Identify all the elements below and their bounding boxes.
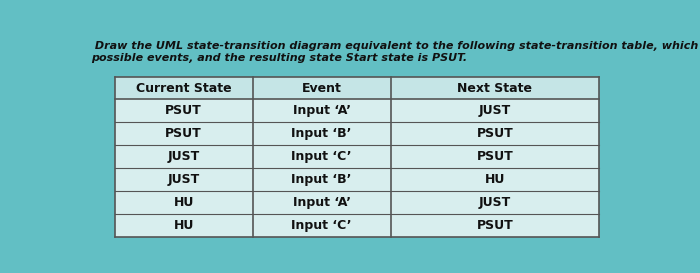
Text: PSUT: PSUT [477,127,513,140]
Text: PSUT: PSUT [165,127,202,140]
Bar [115,78,599,99]
Text: PSUT: PSUT [477,219,513,232]
Text: JUST: JUST [479,104,511,117]
Text: possible events, and the resulting state Start state is PSUT.: possible events, and the resulting state… [92,53,468,63]
Text: Input ‘C’: Input ‘C’ [291,150,352,163]
Bar [115,78,599,237]
Text: Event: Event [302,82,342,95]
Text: JUST: JUST [167,173,199,186]
Text: HU: HU [484,173,505,186]
Text: JUST: JUST [167,150,199,163]
Text: Current State: Current State [136,82,232,95]
Text: Input ‘C’: Input ‘C’ [291,219,352,232]
Text: PSUT: PSUT [477,150,513,163]
Text: HU: HU [174,219,194,232]
Text: Draw the UML state-transition diagram equivalent to the following state-transiti: Draw the UML state-transition diagram eq… [92,41,700,51]
Text: JUST: JUST [479,196,511,209]
Text: Input ‘A’: Input ‘A’ [293,104,351,117]
Text: Input ‘A’: Input ‘A’ [293,196,351,209]
Text: Input ‘B’: Input ‘B’ [291,173,351,186]
Text: HU: HU [174,196,194,209]
Text: Input ‘B’: Input ‘B’ [291,127,351,140]
Text: PSUT: PSUT [165,104,202,117]
Text: Next State: Next State [457,82,532,95]
